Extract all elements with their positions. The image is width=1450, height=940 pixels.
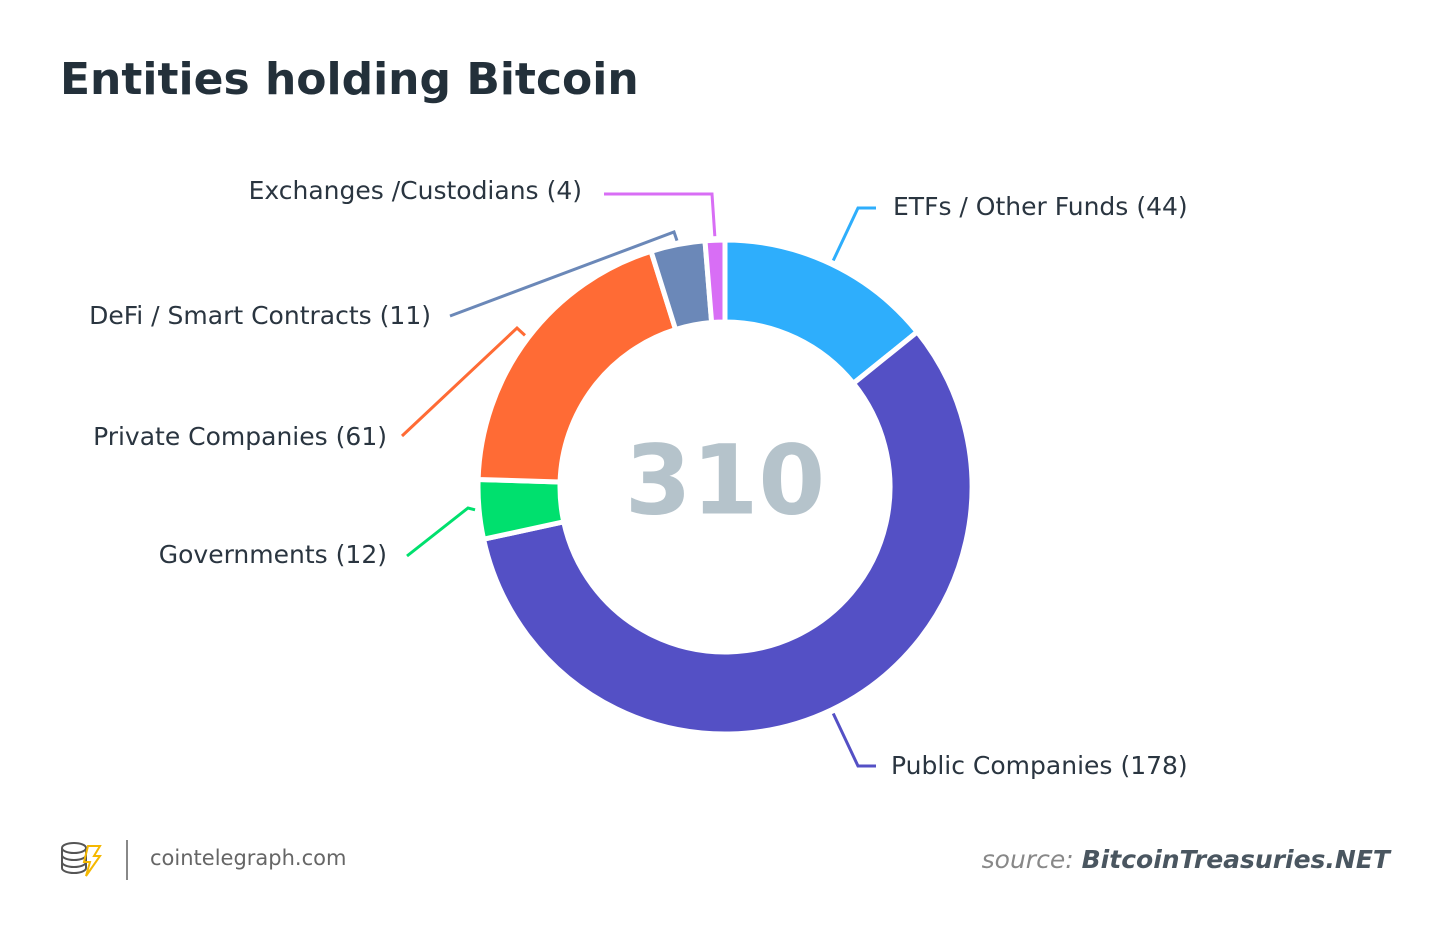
value-label: (12) bbox=[336, 540, 387, 569]
chart-title: Entities holding Bitcoin bbox=[60, 54, 639, 105]
segment-label: Exchanges /Custodians (4) bbox=[249, 176, 582, 205]
category-name: ETFs / Other Funds bbox=[893, 192, 1128, 221]
leader-line bbox=[449, 230, 679, 318]
value-label: (44) bbox=[1136, 192, 1187, 221]
leader-line bbox=[604, 192, 717, 237]
segment-label: Public Companies (178) bbox=[891, 751, 1188, 780]
segment-label: ETFs / Other Funds (44) bbox=[893, 192, 1188, 221]
value-label: (4) bbox=[547, 176, 582, 205]
leader-line bbox=[406, 506, 476, 558]
category-name: Private Companies bbox=[93, 422, 328, 451]
category-name: Governments bbox=[159, 540, 328, 569]
category-name: Public Companies bbox=[891, 751, 1112, 780]
leader-line bbox=[831, 206, 876, 262]
source-label: source: bbox=[982, 845, 1074, 874]
segment-label: DeFi / Smart Contracts (11) bbox=[89, 301, 431, 330]
brand: cointelegraph.com bbox=[150, 846, 346, 870]
center-total: 310 bbox=[625, 424, 825, 536]
value-label: (11) bbox=[380, 301, 431, 330]
leader-line bbox=[400, 325, 526, 438]
donut-segment bbox=[702, 237, 728, 326]
category-name: Exchanges /Custodians bbox=[249, 176, 539, 205]
segment-label: Governments (12) bbox=[159, 540, 387, 569]
source-name: BitcoinTreasuries.NET bbox=[1082, 845, 1392, 874]
logo bbox=[61, 842, 102, 877]
value-label: (61) bbox=[336, 422, 387, 451]
donut-segment bbox=[481, 329, 975, 737]
segment-label: Private Companies (61) bbox=[93, 422, 387, 451]
category-name: DeFi / Smart Contracts bbox=[89, 301, 372, 330]
value-label: (178) bbox=[1120, 751, 1187, 780]
source: source: BitcoinTreasuries.NET bbox=[982, 845, 1392, 874]
leader-line bbox=[831, 712, 876, 768]
